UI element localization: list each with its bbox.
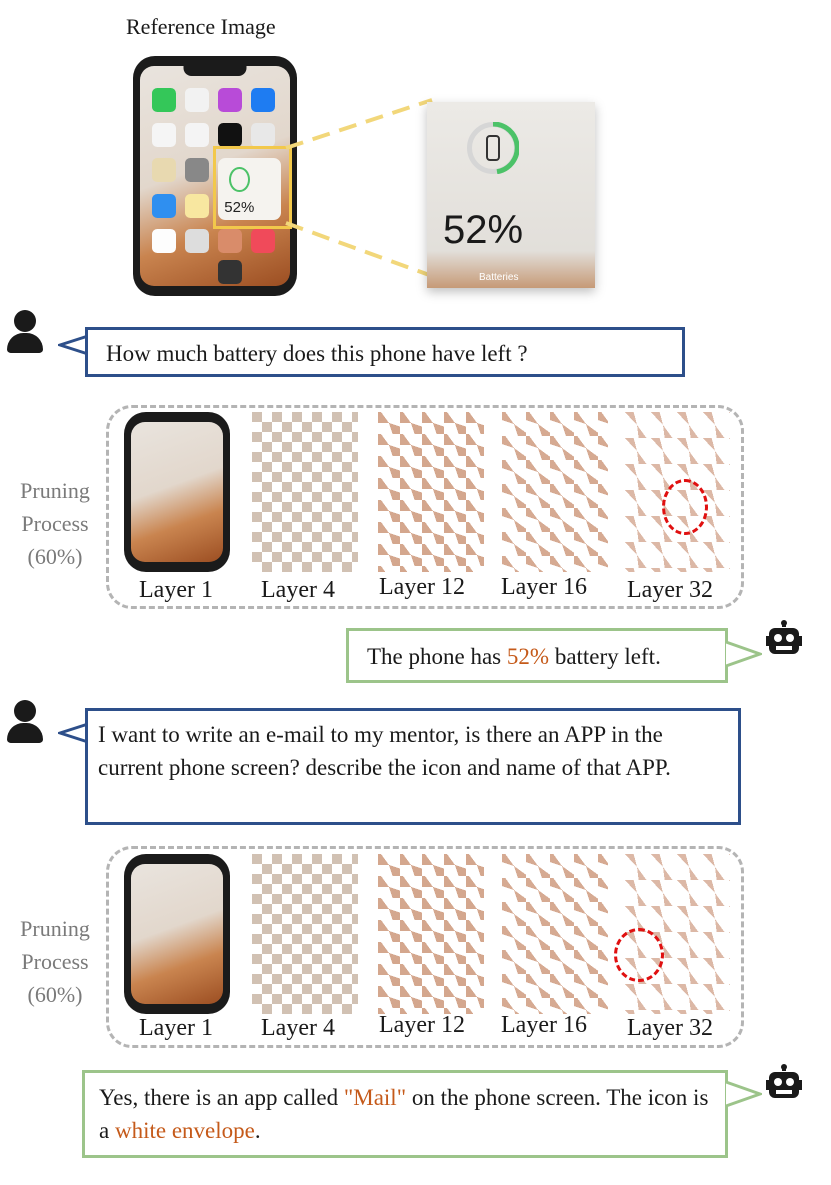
layer-label: Layer 1 xyxy=(139,577,213,603)
bubble-tail xyxy=(725,1080,762,1108)
bubble-tail xyxy=(58,722,89,744)
bubble-tail xyxy=(58,334,89,356)
answer-highlight: white envelope xyxy=(114,1118,255,1143)
layer-label: Layer 32 xyxy=(627,577,713,603)
layer-thumb xyxy=(252,412,358,572)
robot-icon xyxy=(766,1064,802,1098)
answer-highlight: 52% xyxy=(506,644,550,669)
question-text: How much battery does this phone have le… xyxy=(106,341,528,366)
pruning-label: Pruning Process (60%) xyxy=(20,916,90,1007)
battery-ring-icon xyxy=(486,122,519,174)
pruning-process-box xyxy=(106,846,744,1048)
layer-label: Layer 4 xyxy=(261,577,335,603)
layer-thumb xyxy=(124,854,230,1014)
zoom-caption: Batteries xyxy=(479,272,519,283)
layer-label: Layer 16 xyxy=(501,1012,587,1038)
layer-thumb xyxy=(252,854,358,1014)
layer-thumb xyxy=(378,412,484,572)
bot-answer-2: Yes, there is an app called "Mail" on th… xyxy=(82,1070,728,1158)
layer-label: Layer 4 xyxy=(261,1015,335,1041)
layer-label: Layer 12 xyxy=(379,1012,465,1038)
bubble-tail xyxy=(725,640,762,668)
layer-thumb xyxy=(378,854,484,1014)
bot-answer-1: The phone has 52% battery left. xyxy=(346,628,728,683)
zoom-percent: 52% xyxy=(443,208,524,252)
layer-label: Layer 12 xyxy=(379,574,465,600)
user-question-2: I want to write an e-mail to my mentor, … xyxy=(85,708,741,825)
layer-thumb xyxy=(124,412,230,572)
pruning-label: Pruning Process (60%) xyxy=(20,478,90,569)
answer-highlight: "Mail" xyxy=(343,1085,407,1110)
layer-label: Layer 1 xyxy=(139,1015,213,1041)
layer-thumb xyxy=(502,412,608,572)
pruning-process-box xyxy=(106,405,744,609)
question-text: I want to write an e-mail to my mentor, … xyxy=(98,722,671,780)
robot-icon xyxy=(766,620,802,654)
reference-title: Reference Image xyxy=(126,14,276,39)
layer-label: Layer 32 xyxy=(627,1015,713,1041)
zoom-frame xyxy=(213,146,292,229)
layer-label: Layer 16 xyxy=(501,574,587,600)
attention-circle xyxy=(662,479,708,535)
attention-circle xyxy=(614,928,664,982)
zoomed-widget: 52% Batteries xyxy=(427,102,595,288)
widget-percent: 52% xyxy=(224,199,255,217)
user-question-1: How much battery does this phone have le… xyxy=(85,327,685,377)
layer-thumb xyxy=(502,854,608,1014)
zoom-connector xyxy=(285,98,433,278)
